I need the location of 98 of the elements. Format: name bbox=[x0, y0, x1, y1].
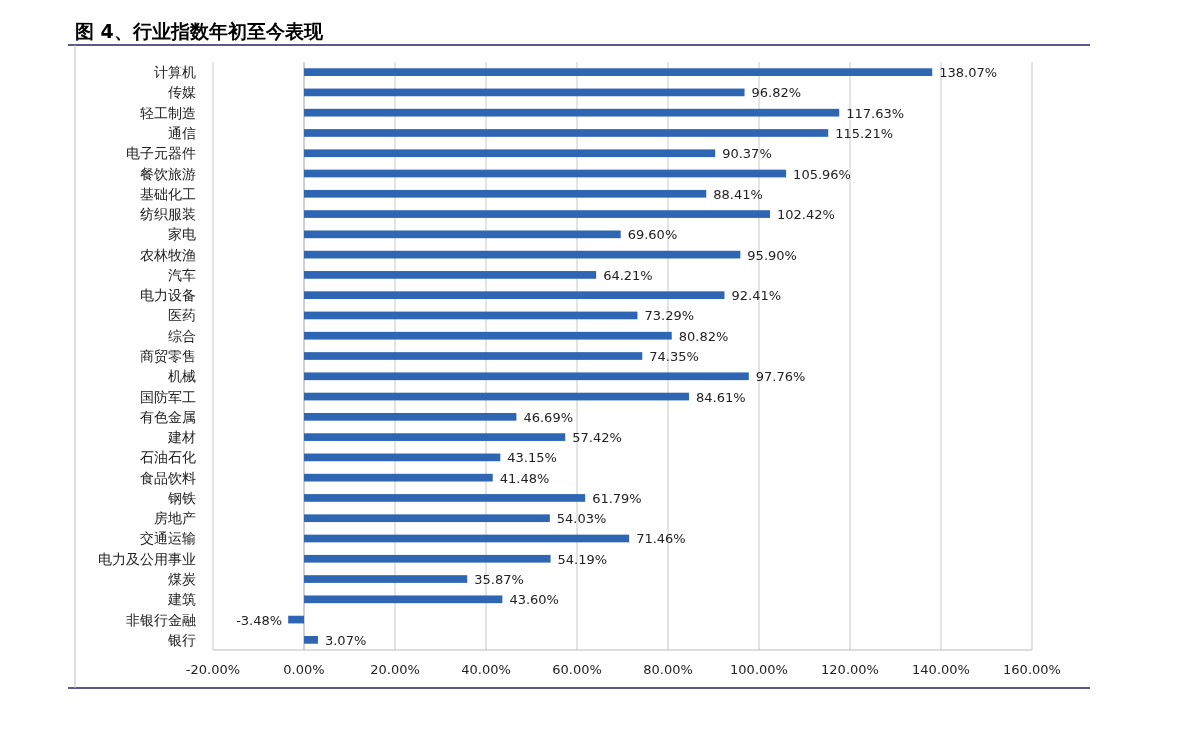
data-label: 73.29% bbox=[644, 308, 695, 324]
y-tick-label: 通信 bbox=[168, 124, 196, 141]
y-tick-label: 农林牧渔 bbox=[140, 246, 196, 263]
x-tick-label: 100.00% bbox=[730, 662, 788, 677]
bar bbox=[288, 615, 304, 624]
data-label: 35.87% bbox=[474, 572, 524, 588]
bar bbox=[304, 636, 318, 644]
x-tick-label: 120.00% bbox=[821, 662, 879, 677]
data-label: 57.42% bbox=[572, 430, 622, 446]
data-label: 88.41% bbox=[713, 186, 763, 202]
data-label: 115.21% bbox=[835, 125, 894, 141]
y-tick-label: 医药 bbox=[168, 307, 196, 324]
x-tick-label: -20.00% bbox=[185, 662, 241, 677]
bar bbox=[304, 250, 741, 259]
data-label: 74.35% bbox=[649, 349, 699, 364]
x-tick-label: 60.00% bbox=[552, 662, 602, 677]
data-label: 117.63% bbox=[846, 105, 905, 121]
data-label: 3.07% bbox=[324, 632, 367, 648]
data-label: 80.82% bbox=[678, 328, 729, 344]
bar bbox=[304, 108, 840, 117]
bar bbox=[304, 230, 621, 239]
bar bbox=[304, 311, 638, 320]
data-label: 43.60% bbox=[509, 592, 559, 608]
y-tick-label: 食品饮料 bbox=[140, 469, 196, 486]
bar bbox=[304, 189, 707, 198]
y-tick-label: 煤炭 bbox=[168, 571, 196, 588]
data-label: 54.19% bbox=[557, 551, 608, 567]
y-tick-label: 建筑 bbox=[167, 591, 196, 608]
y-tick-label: 建材 bbox=[167, 429, 196, 446]
y-tick-label: 银行 bbox=[167, 631, 196, 648]
y-tick-label: 餐饮旅游 bbox=[140, 165, 196, 182]
bar bbox=[304, 412, 517, 421]
x-tick-label: 0.00% bbox=[283, 662, 325, 677]
y-tick-label: 非银行金融 bbox=[126, 611, 196, 628]
data-label: 92.41% bbox=[731, 288, 782, 304]
bar bbox=[304, 169, 787, 178]
y-tick-label: 钢铁 bbox=[167, 489, 196, 506]
data-label: 69.60% bbox=[627, 227, 678, 243]
data-label: 64.21% bbox=[603, 267, 653, 283]
data-label: 43.15% bbox=[507, 450, 557, 466]
y-tick-label: 家电 bbox=[168, 226, 196, 243]
y-tick-label: 电力及公用事业 bbox=[98, 550, 196, 567]
y-tick-label: 交通运输 bbox=[140, 530, 196, 547]
y-tick-label: 商贸零售 bbox=[140, 348, 196, 364]
y-tick-label: 轻工制造 bbox=[140, 104, 196, 121]
bar bbox=[304, 392, 689, 401]
data-label: 46.69% bbox=[523, 409, 574, 425]
data-label: 138.07% bbox=[939, 65, 998, 81]
y-tick-label: 传媒 bbox=[168, 84, 196, 101]
bar bbox=[304, 433, 566, 441]
bar bbox=[304, 88, 745, 97]
y-tick-label: 电力设备 bbox=[140, 287, 196, 304]
y-tick-label: 机械 bbox=[168, 368, 196, 385]
data-label: 71.46% bbox=[636, 531, 686, 547]
bar bbox=[304, 149, 716, 158]
data-label: 54.03% bbox=[556, 511, 607, 527]
x-tick-label: 80.00% bbox=[643, 662, 693, 677]
bar bbox=[304, 595, 503, 604]
data-label: -3.48% bbox=[236, 612, 283, 628]
data-label: 84.61% bbox=[695, 389, 746, 405]
bar bbox=[304, 210, 771, 218]
x-tick-label: 140.00% bbox=[912, 662, 970, 677]
data-label: 41.48% bbox=[499, 470, 550, 486]
bar bbox=[304, 494, 586, 502]
x-tick-label: 40.00% bbox=[461, 662, 511, 677]
bar bbox=[304, 473, 493, 482]
data-label: 97.76% bbox=[755, 369, 806, 385]
y-tick-label: 国防军工 bbox=[140, 388, 196, 405]
y-tick-label: 房地产 bbox=[154, 510, 196, 527]
y-tick-label: 汽车 bbox=[168, 266, 196, 283]
y-tick-label: 有色金属 bbox=[140, 408, 196, 425]
bar bbox=[304, 352, 643, 360]
y-tick-label: 基础化工 bbox=[140, 185, 196, 202]
bar bbox=[304, 575, 468, 583]
bar bbox=[304, 534, 630, 543]
chart-title: 图 4、行业指数年初至今表现 bbox=[75, 20, 324, 42]
y-tick-label: 石油石化 bbox=[140, 449, 196, 466]
data-label: 102.42% bbox=[777, 207, 835, 223]
data-label: 105.96% bbox=[793, 166, 851, 182]
bar bbox=[304, 129, 829, 137]
data-label: 96.82% bbox=[751, 85, 802, 101]
y-tick-label: 纺织服装 bbox=[140, 206, 196, 223]
y-tick-label: 计算机 bbox=[154, 64, 196, 81]
bar bbox=[304, 271, 597, 279]
bar bbox=[304, 372, 749, 381]
x-tick-label: 160.00% bbox=[1003, 662, 1061, 677]
bar bbox=[304, 291, 725, 300]
data-label: 61.79% bbox=[592, 490, 642, 506]
data-label: 95.90% bbox=[747, 247, 797, 263]
data-label: 90.37% bbox=[722, 146, 772, 162]
bar bbox=[304, 453, 501, 462]
bar bbox=[304, 554, 551, 563]
bar bbox=[304, 68, 933, 76]
bar bbox=[304, 514, 550, 523]
x-tick-label: 20.00% bbox=[370, 662, 420, 677]
y-tick-label: 综合 bbox=[168, 327, 196, 344]
bar bbox=[304, 331, 672, 340]
y-tick-label: 电子元器件 bbox=[126, 145, 196, 162]
